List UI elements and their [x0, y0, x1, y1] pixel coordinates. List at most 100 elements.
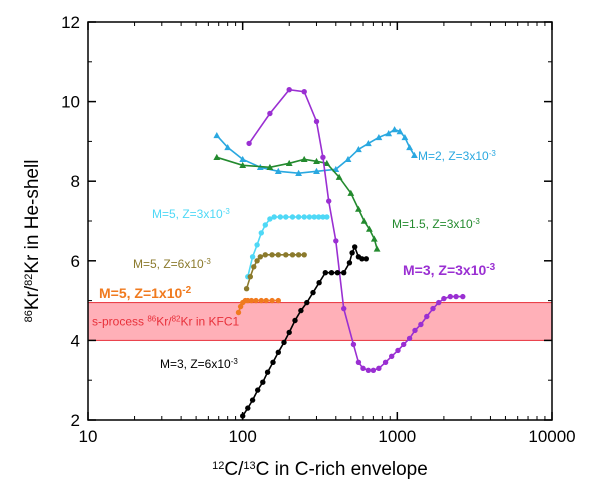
x-title-base1: C/ — [224, 459, 244, 480]
series-label-text: M=2, Z=3x10 — [418, 149, 489, 163]
data-point — [447, 293, 453, 300]
data-point — [274, 167, 282, 174]
data-point — [320, 154, 326, 160]
data-point — [254, 258, 260, 264]
series-label-text: M=5, Z=1x10 — [99, 285, 182, 301]
data-point — [335, 173, 343, 180]
x-tick-label: 100 — [228, 427, 256, 446]
y-tick-label: 8 — [71, 172, 80, 191]
data-point — [269, 252, 275, 258]
series-label-exponent: -3 — [204, 257, 212, 266]
series-label: M=5, Z=1x10-2 — [99, 285, 192, 302]
data-point — [246, 140, 252, 147]
data-point — [275, 252, 281, 258]
series-label: M=2, Z=3x10-3 — [418, 149, 496, 164]
series-1 — [213, 153, 381, 252]
data-point — [267, 110, 273, 117]
y-title-sup2: 82 — [23, 274, 35, 286]
data-point — [213, 153, 221, 160]
data-point — [355, 205, 362, 212]
data-point — [328, 270, 335, 276]
data-point — [254, 242, 260, 248]
data-point — [248, 297, 255, 304]
reference-band — [87, 302, 553, 341]
data-point — [310, 289, 316, 296]
data-point — [239, 155, 247, 162]
series-0 — [213, 126, 418, 176]
series-label: M=1.5, Z=3x10-3 — [392, 217, 480, 232]
data-point — [301, 89, 307, 95]
series-label-exponent: -3 — [473, 217, 481, 226]
data-point — [313, 167, 320, 174]
data-point — [267, 216, 273, 222]
data-point — [316, 280, 322, 286]
y-axis-title: 86Kr/82Kr in He-shell — [22, 160, 43, 323]
series-label: M=5, Z=6x10-3 — [133, 257, 211, 272]
data-point — [401, 341, 407, 348]
data-point — [245, 405, 251, 411]
data-point — [418, 321, 424, 328]
series-line — [216, 128, 416, 175]
data-point — [376, 365, 382, 371]
data-point — [365, 367, 372, 373]
data-point — [289, 214, 296, 220]
data-point — [298, 307, 304, 314]
data-point — [373, 245, 381, 252]
data-point — [355, 359, 362, 365]
data-point — [258, 297, 264, 304]
data-point — [311, 214, 317, 220]
data-point — [286, 87, 292, 93]
data-point — [370, 367, 377, 373]
data-point — [352, 244, 358, 250]
band-label-mid: Kr/ — [156, 315, 172, 329]
data-point — [235, 309, 242, 316]
data-point — [341, 305, 347, 312]
data-point — [275, 297, 281, 304]
data-point — [301, 252, 307, 258]
series-5 — [235, 297, 281, 316]
data-point — [334, 270, 341, 276]
x-tick-label: 10 — [79, 427, 98, 446]
data-point — [266, 163, 274, 170]
data-point — [263, 297, 269, 304]
x-tick-label: 10000 — [528, 427, 575, 446]
y-tick-label: 4 — [71, 331, 80, 350]
data-point — [292, 317, 298, 324]
data-point — [281, 339, 287, 346]
data-point — [224, 144, 232, 151]
data-point — [286, 329, 292, 336]
band-label-pre: s-process — [92, 315, 147, 329]
data-point — [355, 146, 362, 153]
data-point — [253, 297, 259, 304]
data-point — [424, 313, 430, 320]
data-point — [255, 387, 261, 393]
data-point — [460, 293, 466, 300]
data-point — [243, 286, 250, 292]
data-point — [249, 397, 256, 403]
data-point — [375, 134, 383, 141]
data-point — [382, 359, 389, 365]
data-point — [283, 214, 289, 220]
series-label-exponent: -3 — [231, 357, 239, 366]
data-point — [436, 299, 442, 306]
series-label-text: M=1.5, Z=3x10 — [392, 217, 473, 231]
data-point — [289, 252, 296, 258]
x-title-sup1: 12 — [212, 460, 224, 472]
data-point — [285, 159, 293, 166]
data-point — [323, 159, 331, 166]
data-point — [395, 347, 401, 354]
y-tick-label: 12 — [61, 13, 80, 32]
series-label-exponent: -2 — [182, 285, 191, 296]
data-point — [385, 130, 393, 137]
y-title-base1: Kr/ — [22, 285, 43, 310]
series-6 — [240, 244, 369, 419]
data-point — [300, 155, 308, 162]
data-point — [366, 225, 373, 232]
series-label-text: M=5, Z=6x10 — [133, 257, 204, 271]
data-point — [322, 270, 328, 276]
data-point — [295, 169, 302, 176]
data-point — [411, 151, 418, 158]
series-labels: M=2, Z=3x10-3M=1.5, Z=3x10-3M=3, Z=3x10-… — [99, 149, 496, 372]
data-point — [313, 118, 320, 125]
data-point — [453, 293, 459, 300]
